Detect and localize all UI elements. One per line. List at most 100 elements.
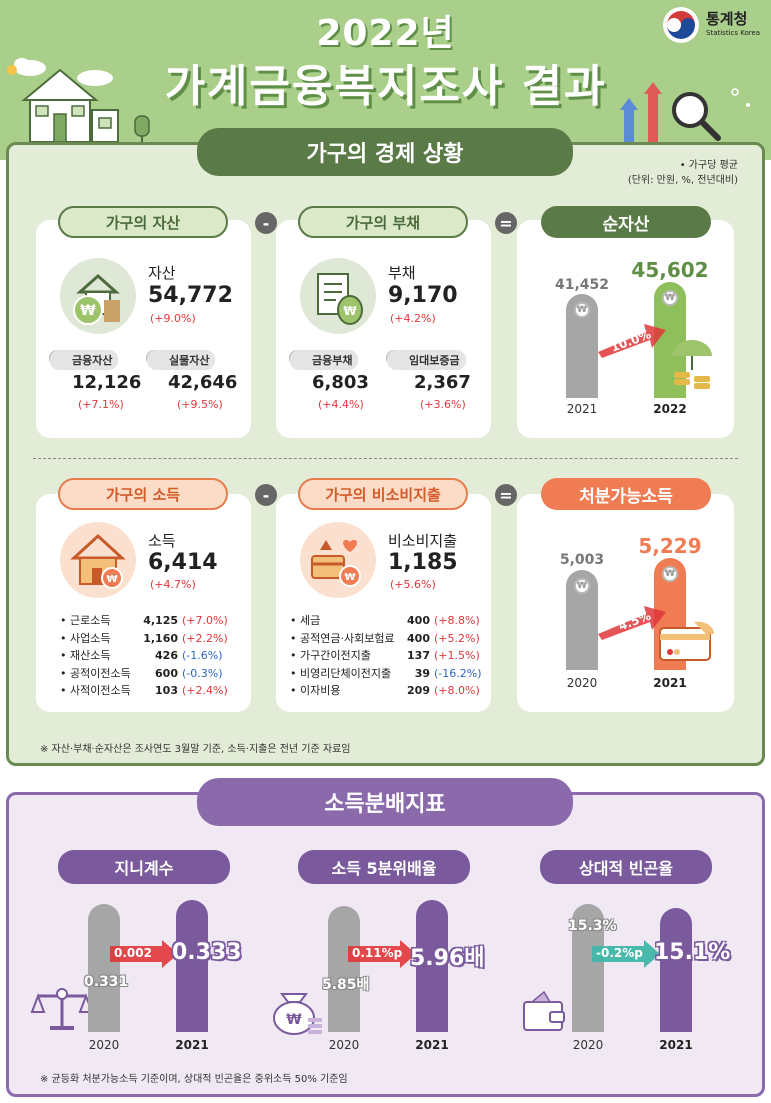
- item-value: 400: [407, 631, 430, 645]
- financial-assets-label: 금융자산: [50, 350, 119, 370]
- umbrella-coins-icon: [672, 340, 712, 389]
- item-value: 39: [414, 666, 430, 680]
- item-change: (+8.0%): [434, 684, 480, 697]
- net-assets-year-2022: 2022: [653, 402, 687, 416]
- unit-note-line2: (단위: 만원, %, 전년대비): [627, 175, 738, 186]
- item-change: (+8.8%): [434, 614, 480, 627]
- nonconsumption-pill: 가구의 비소비지출: [298, 478, 468, 510]
- nonconsumption-value: 1,185: [388, 550, 458, 575]
- income-breakdown-list: • 근로소득 4,125 (+7.0%) • 사업소득 1,160 (+2.2%) • …: [60, 612, 250, 700]
- equals-operator: =: [495, 212, 517, 234]
- economic-status-banner: 가구의 경제 상황: [197, 128, 573, 176]
- item-name: • 이자비용: [290, 684, 341, 697]
- gini-value-2020: 0.331: [84, 974, 129, 990]
- disposable-income-card: [517, 494, 734, 712]
- poverty-year-2020: 2020: [572, 1038, 604, 1052]
- quintile-pill: 소득 5분위배율: [298, 850, 470, 884]
- list-item: • 이자비용 209 (+8.0%): [290, 682, 490, 700]
- quintile-value-2021: 5.96배: [410, 946, 485, 971]
- item-change: (-0.3%): [182, 666, 223, 680]
- won-coin-icon: ₩: [662, 566, 678, 582]
- poverty-bar-2021: [660, 908, 692, 1032]
- item-name: • 비영리단체이전지출: [290, 666, 392, 680]
- wallet-icon: [523, 990, 565, 1031]
- quintile-change: 0.11%p: [352, 946, 403, 960]
- nonconsumption-card: [276, 494, 491, 712]
- item-change: (+2.4%): [182, 684, 228, 697]
- svg-text:₩: ₩: [344, 572, 355, 583]
- equals-operator: =: [495, 484, 517, 506]
- debt-change: (+4.2%): [390, 312, 436, 325]
- quintile-year-2021: 2021: [415, 1038, 449, 1052]
- net-assets-value-2021: 41,452: [554, 277, 610, 293]
- poverty-pill: 상대적 빈곤율: [540, 850, 712, 884]
- svg-text:₩: ₩: [286, 1012, 302, 1028]
- list-item: • 사업소득 1,160 (+2.2%): [60, 630, 250, 648]
- financial-debt-label: 금융부채: [290, 350, 359, 370]
- gini-change: 0.002: [114, 946, 152, 960]
- item-value: 209: [407, 684, 430, 697]
- card-hand-icon: [659, 621, 714, 661]
- taegeuk-logo-icon: [663, 7, 699, 43]
- list-item: • 사적이전소득 103 (+2.4%): [60, 682, 250, 700]
- list-item: • 근로소득 4,125 (+7.0%): [60, 612, 250, 630]
- statistics-korea-logo: 통계청 Statistics Korea: [662, 6, 766, 46]
- financial-assets-value: 12,126: [72, 372, 142, 393]
- disposable-value-2020: 5,003: [559, 552, 605, 568]
- item-change: (+7.0%): [182, 614, 228, 627]
- gini-year-2021: 2021: [175, 1038, 209, 1052]
- house-coin-icon: ₩: [60, 258, 136, 334]
- rental-deposit-value: 2,367: [414, 372, 471, 393]
- item-name: • 공적이전소득: [60, 666, 131, 680]
- poverty-value-2021: 15.1%: [654, 940, 731, 965]
- real-assets-change: (+9.5%): [177, 398, 223, 411]
- footnote-economic: ※ 자산·부채·순자산은 조사연도 3월말 기준, 소득·지출은 전년 기준 자…: [40, 744, 351, 755]
- assets-change: (+9.0%): [150, 312, 196, 325]
- real-assets-label: 실물자산: [147, 350, 216, 370]
- net-assets-card: [517, 220, 734, 438]
- assets-value: 54,772: [148, 283, 233, 308]
- money-bag-icon: ₩: [273, 993, 322, 1035]
- quintile-bar-2020: [328, 906, 360, 1032]
- net-assets-value-2022: 45,602: [631, 258, 709, 282]
- gini-year-2020: 2020: [88, 1038, 120, 1052]
- quintile-value-2020: 5.85배: [322, 977, 370, 993]
- item-value: 400: [407, 614, 430, 627]
- item-name: • 가구간이전지출: [290, 649, 371, 662]
- document-money-bag-icon: ₩: [300, 258, 376, 334]
- financial-assets-change: (+7.1%): [78, 398, 124, 411]
- gini-bar-2020: [88, 904, 120, 1032]
- list-item: • 비영리단체이전지출 39 (-16.2%): [290, 665, 490, 683]
- debt-card: [276, 220, 491, 438]
- list-item: • 세금 400 (+8.8%): [290, 612, 490, 630]
- list-item: • 재산소득 426 (-1.6%): [60, 647, 250, 665]
- footnote-distribution: ※ 균등화 처분가능소득 기준이며, 상대적 빈곤율은 중위소득 50% 기준임: [40, 1074, 348, 1085]
- minus-operator: -: [255, 484, 277, 506]
- item-value: 103: [155, 684, 178, 697]
- item-change: (+1.5%): [434, 649, 480, 662]
- item-name: • 사업소득: [60, 631, 111, 645]
- financial-debt-value: 6,803: [312, 372, 369, 393]
- list-item: • 가구간이전지출 137 (+1.5%): [290, 647, 490, 665]
- won-coin-icon: ₩: [574, 578, 590, 594]
- item-change: (-1.6%): [182, 649, 223, 662]
- item-name: • 공적연금·사회보험료: [290, 631, 395, 645]
- scale-icon: [30, 988, 94, 1030]
- gini-pill: 지니계수: [58, 850, 230, 884]
- item-name: • 재산소득: [60, 649, 111, 662]
- item-value: 426: [155, 649, 178, 662]
- logo-name: 통계청: [706, 10, 748, 28]
- income-card: [36, 494, 251, 712]
- list-item: • 공적이전소득 600 (-0.3%): [60, 665, 250, 683]
- item-value: 4,125: [143, 614, 178, 627]
- poverty-bar-2020: [572, 904, 604, 1032]
- logo-subtitle: Statistics Korea: [706, 29, 761, 37]
- header-decoration-right: [620, 82, 750, 142]
- disposable-year-2021: 2021: [653, 676, 687, 690]
- main-title: 가계금융복지조사 결과: [164, 61, 607, 112]
- gini-bar-2021: [176, 900, 208, 1032]
- item-value: 1,160: [143, 631, 178, 645]
- minus-operator: -: [255, 212, 277, 234]
- svg-text:₩: ₩: [80, 303, 96, 319]
- income-label: 소득: [148, 532, 176, 550]
